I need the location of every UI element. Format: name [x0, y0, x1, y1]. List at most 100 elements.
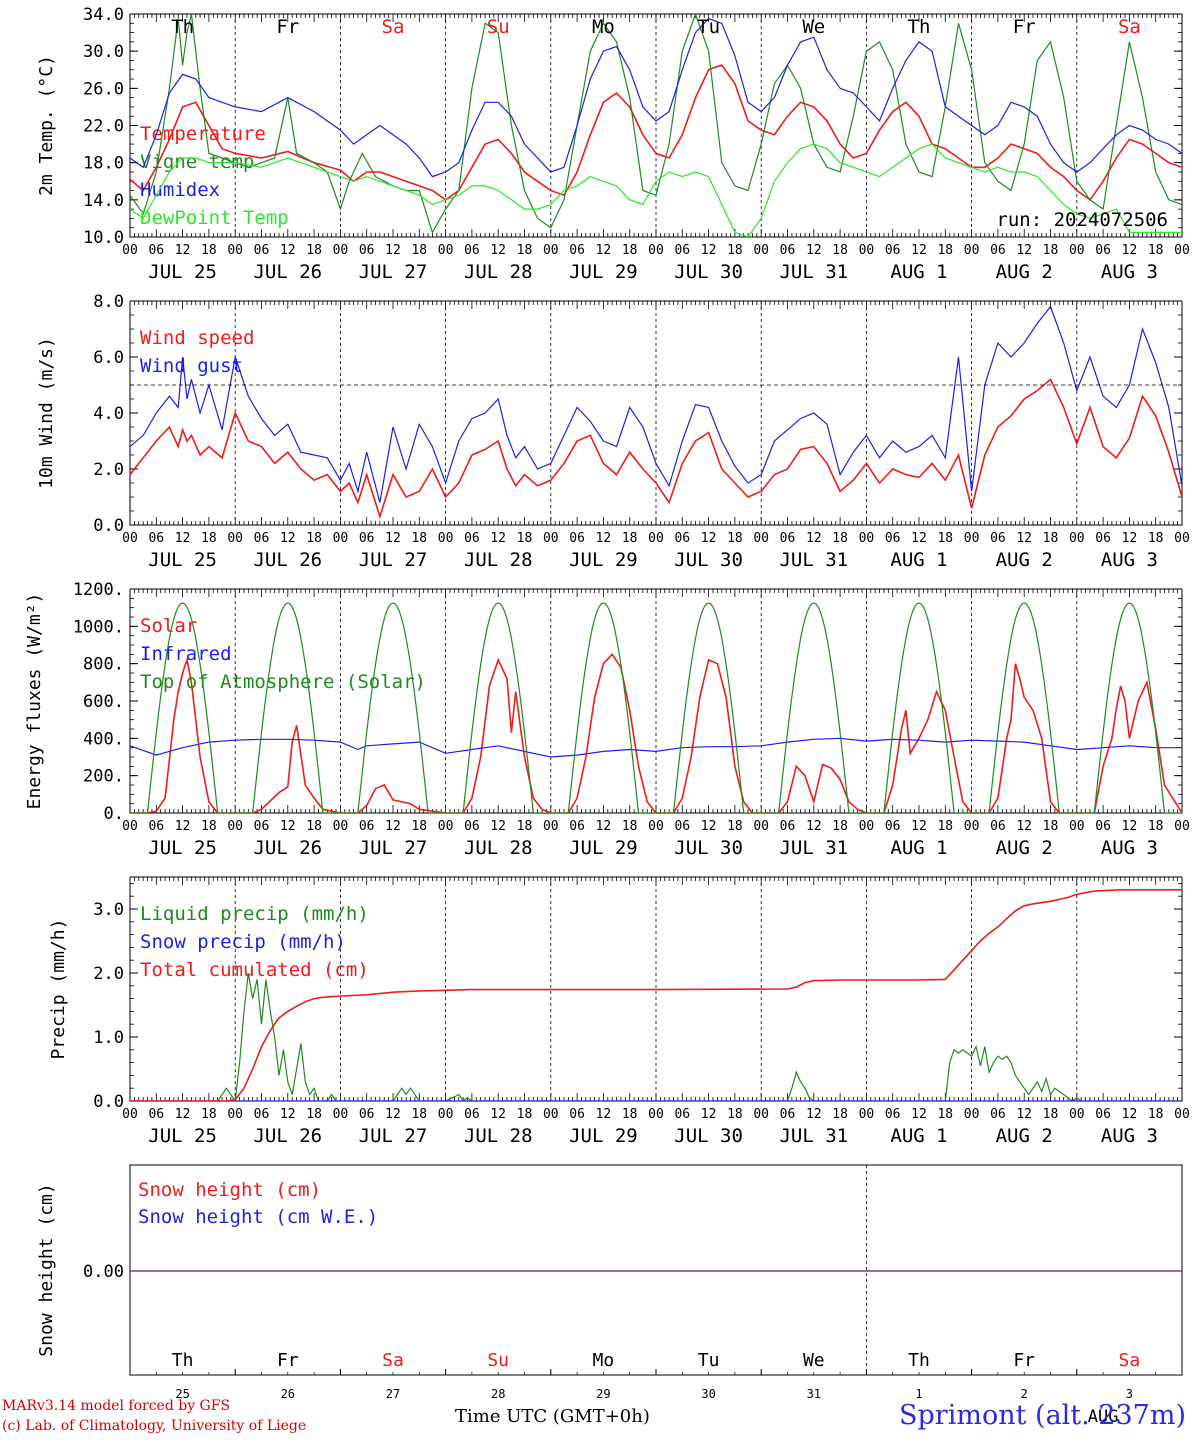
hour-tick-label: 12 — [280, 1107, 296, 1122]
hour-tick-label: 00 — [648, 819, 664, 834]
hour-tick-label: 06 — [674, 531, 690, 546]
y-tick-label: 6.0 — [93, 348, 124, 368]
hour-tick-label: 18 — [517, 243, 533, 258]
date-label: AUG 2 — [996, 261, 1053, 283]
hour-tick-label: 00 — [648, 531, 664, 546]
weekday-label: Fr — [277, 1350, 299, 1371]
hour-tick-label: 00 — [1069, 531, 1085, 546]
hour-tick-label: 18 — [622, 531, 638, 546]
date-label: JUL 27 — [359, 261, 428, 283]
hour-tick-label: 18 — [1043, 819, 1059, 834]
date-label: JUL 26 — [253, 1125, 322, 1147]
legend-entry: Temperature — [140, 123, 266, 145]
hour-tick-label: 18 — [201, 1107, 217, 1122]
hour-tick-label: 06 — [254, 819, 270, 834]
hour-tick-label: 12 — [596, 819, 612, 834]
weekday-label: Su — [487, 1350, 509, 1371]
y-tick-label: 600. — [83, 692, 124, 712]
series-line-top-of-atmosphere-solar- — [130, 602, 1182, 813]
hour-tick-label: 12 — [701, 531, 717, 546]
hour-tick-label: 06 — [254, 1107, 270, 1122]
hour-tick-label: 18 — [411, 531, 427, 546]
hour-tick-label: 12 — [280, 243, 296, 258]
hour-tick-label: 18 — [1043, 531, 1059, 546]
date-label: AUG 3 — [1101, 837, 1158, 859]
day-number-label: 2 — [1021, 1387, 1028, 1401]
day-number-label: 31 — [807, 1387, 821, 1401]
hour-tick-label: 18 — [832, 819, 848, 834]
hour-tick-label: 06 — [569, 819, 585, 834]
hour-tick-label: 12 — [1122, 531, 1138, 546]
hour-tick-label: 12 — [280, 531, 296, 546]
hour-tick-label: 12 — [385, 531, 401, 546]
model-credit: MARv3.14 model forced by GFS — [2, 1398, 231, 1414]
hour-tick-label: 12 — [806, 1107, 822, 1122]
series-line-liquid-precip-mm-h- — [130, 972, 1182, 1101]
hour-tick-label: 06 — [885, 531, 901, 546]
hour-tick-label: 00 — [333, 1107, 349, 1122]
hour-tick-label: 12 — [806, 531, 822, 546]
hour-tick-label: 18 — [1043, 243, 1059, 258]
hour-tick-label: 18 — [306, 1107, 322, 1122]
y-axis-label: Precip (mm/h) — [48, 919, 69, 1060]
weekday-label: Sa — [382, 16, 405, 38]
hour-tick-label: 18 — [1043, 1107, 1059, 1122]
hour-tick-label: 00 — [122, 531, 138, 546]
hour-tick-label: 12 — [385, 819, 401, 834]
hour-tick-label: 12 — [1122, 243, 1138, 258]
hour-tick-label: 12 — [385, 243, 401, 258]
hour-tick-label: 06 — [148, 819, 164, 834]
hour-tick-label: 06 — [780, 819, 796, 834]
legend-entry: Wind speed — [140, 327, 254, 349]
legend-entry: Total cumulated (cm) — [140, 959, 369, 981]
hour-tick-label: 06 — [990, 243, 1006, 258]
date-label: JUL 25 — [148, 549, 217, 571]
series-line-humidex — [130, 17, 1182, 178]
y-tick-label: 0.0 — [93, 516, 124, 536]
time-axis-label: Time UTC (GMT+0h) — [455, 1406, 650, 1427]
y-tick-label: 0.0 — [93, 1092, 124, 1112]
hour-tick-label: 12 — [490, 819, 506, 834]
hour-tick-label: 12 — [1122, 819, 1138, 834]
series-line-dewpoint-temp — [130, 143, 1182, 237]
hour-tick-label: 00 — [333, 819, 349, 834]
hour-tick-label: 18 — [201, 819, 217, 834]
day-number-label: 25 — [175, 1387, 189, 1401]
hour-tick-label: 06 — [1095, 819, 1111, 834]
weekday-label: Fr — [1013, 1350, 1035, 1371]
hour-tick-label: 00 — [438, 531, 454, 546]
legend-entry: Infrared — [140, 643, 232, 665]
date-label: AUG 3 — [1101, 1125, 1158, 1147]
hour-tick-label: 12 — [596, 243, 612, 258]
hour-tick-label: 00 — [859, 531, 875, 546]
date-label: AUG 1 — [890, 1125, 947, 1147]
hour-tick-label: 18 — [727, 1107, 743, 1122]
hour-tick-label: 00 — [333, 243, 349, 258]
weekday-label: We — [802, 16, 825, 38]
hour-tick-label: 00 — [333, 531, 349, 546]
date-label: AUG 3 — [1101, 549, 1158, 571]
hour-tick-label: 12 — [280, 819, 296, 834]
hour-tick-label: 00 — [227, 531, 243, 546]
hour-tick-label: 06 — [780, 1107, 796, 1122]
panel-frame — [129, 300, 1183, 526]
hour-tick-label: 06 — [148, 1107, 164, 1122]
hour-tick-label: 18 — [937, 1107, 953, 1122]
series-line-wind-gust — [130, 305, 1182, 503]
y-tick-label: 22.0 — [83, 117, 124, 137]
y-tick-label: 800. — [83, 655, 124, 675]
hour-tick-label: 18 — [411, 819, 427, 834]
hour-tick-label: 00 — [648, 1107, 664, 1122]
y-tick-label: 30.0 — [83, 42, 124, 62]
hour-tick-label: 06 — [148, 243, 164, 258]
hour-tick-label: 06 — [359, 819, 375, 834]
hour-tick-label: 00 — [543, 819, 559, 834]
hour-tick-label: 12 — [385, 1107, 401, 1122]
y-tick-label: 200. — [83, 767, 124, 787]
hour-tick-label: 00 — [1069, 1107, 1085, 1122]
hour-tick-label: 06 — [1095, 243, 1111, 258]
hour-tick-label: 00 — [753, 819, 769, 834]
y-tick-label: 400. — [83, 729, 124, 749]
hour-tick-label: 12 — [490, 531, 506, 546]
y-axis-label: Snow height (cm) — [36, 1183, 57, 1356]
